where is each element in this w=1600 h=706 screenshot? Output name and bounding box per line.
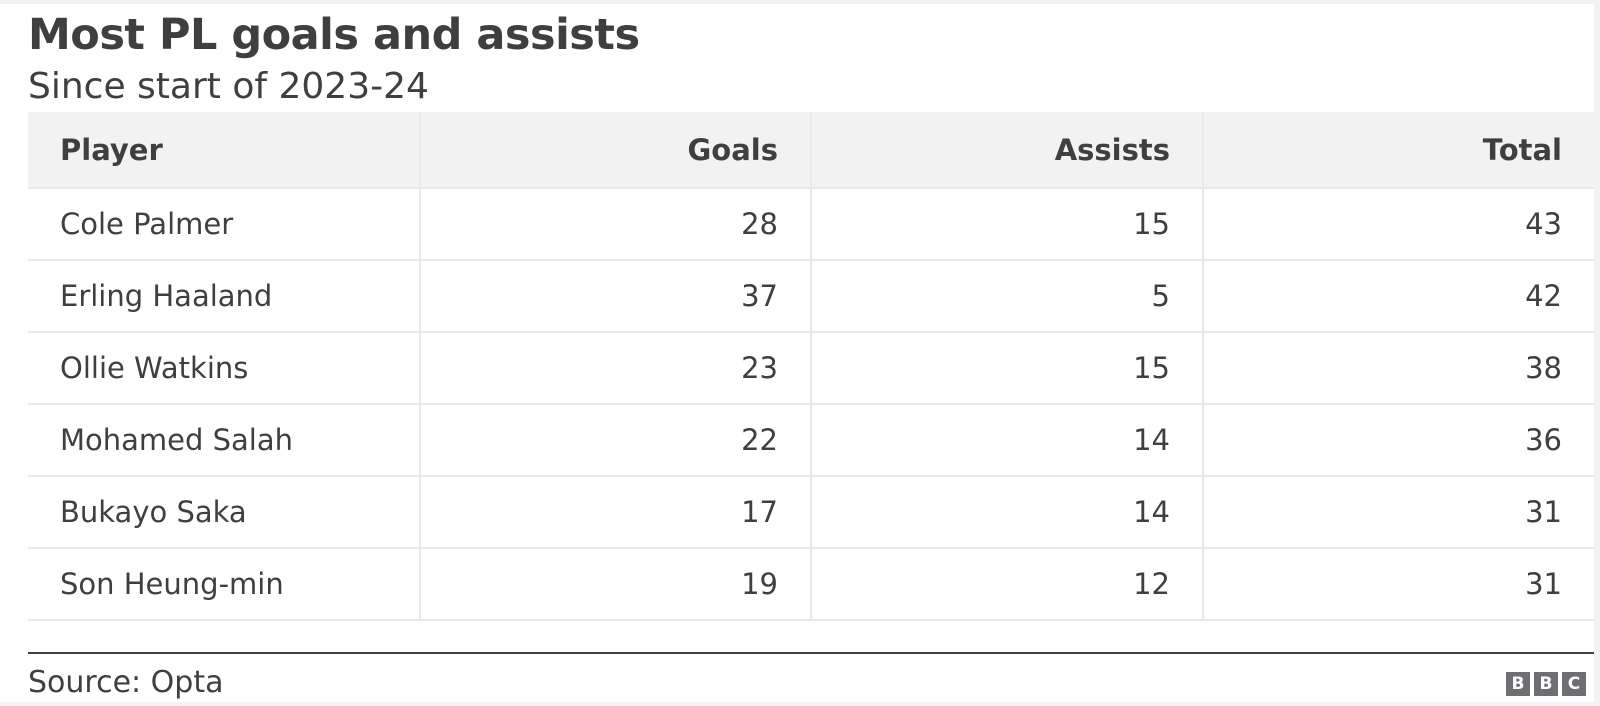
column-header-player: Player [28, 112, 421, 189]
total-cell: 31 [1202, 475, 1594, 549]
assists-cell: 14 [810, 475, 1204, 549]
logo-letter-b2: B [1534, 672, 1558, 696]
total-cell: 43 [1202, 187, 1594, 261]
goals-cell: 23 [419, 331, 812, 405]
player-cell: Ollie Watkins [28, 331, 421, 405]
goals-cell: 17 [419, 475, 812, 549]
goals-cell: 19 [419, 547, 812, 621]
goals-cell: 37 [419, 259, 812, 333]
assists-cell: 14 [810, 403, 1204, 477]
chart-card: Most PL goals and assists Since start of… [0, 4, 1594, 702]
goals-cell: 28 [419, 187, 812, 261]
assists-cell: 15 [810, 331, 1204, 405]
assists-cell: 15 [810, 187, 1204, 261]
table-row: Ollie Watkins 23 15 38 [28, 331, 1594, 405]
column-header-total: Total [1202, 112, 1594, 189]
total-cell: 31 [1202, 547, 1594, 621]
assists-cell: 12 [810, 547, 1204, 621]
source-note: Source: Opta [28, 665, 224, 700]
chart-subtitle: Since start of 2023-24 [28, 66, 429, 107]
logo-letter-c: C [1562, 672, 1586, 696]
logo-letter-b1: B [1506, 672, 1530, 696]
bbc-logo: B B C [1506, 672, 1586, 696]
player-cell: Son Heung-min [28, 547, 421, 621]
stats-table: Player Goals Assists Total Cole Palmer 2… [28, 112, 1594, 621]
total-cell: 42 [1202, 259, 1594, 333]
table-row: Mohamed Salah 22 14 36 [28, 403, 1594, 477]
table-row: Cole Palmer 28 15 43 [28, 187, 1594, 261]
assists-cell: 5 [810, 259, 1204, 333]
footer-divider [28, 652, 1594, 654]
player-cell: Mohamed Salah [28, 403, 421, 477]
goals-cell: 22 [419, 403, 812, 477]
table-row: Son Heung-min 19 12 31 [28, 547, 1594, 621]
column-header-assists: Assists [810, 112, 1204, 189]
chart-title: Most PL goals and assists [28, 10, 640, 60]
player-cell: Erling Haaland [28, 259, 421, 333]
column-header-goals: Goals [419, 112, 812, 189]
table-header-row: Player Goals Assists Total [28, 112, 1594, 189]
table-row: Bukayo Saka 17 14 31 [28, 475, 1594, 549]
table-row: Erling Haaland 37 5 42 [28, 259, 1594, 333]
total-cell: 38 [1202, 331, 1594, 405]
player-cell: Bukayo Saka [28, 475, 421, 549]
player-cell: Cole Palmer [28, 187, 421, 261]
total-cell: 36 [1202, 403, 1594, 477]
